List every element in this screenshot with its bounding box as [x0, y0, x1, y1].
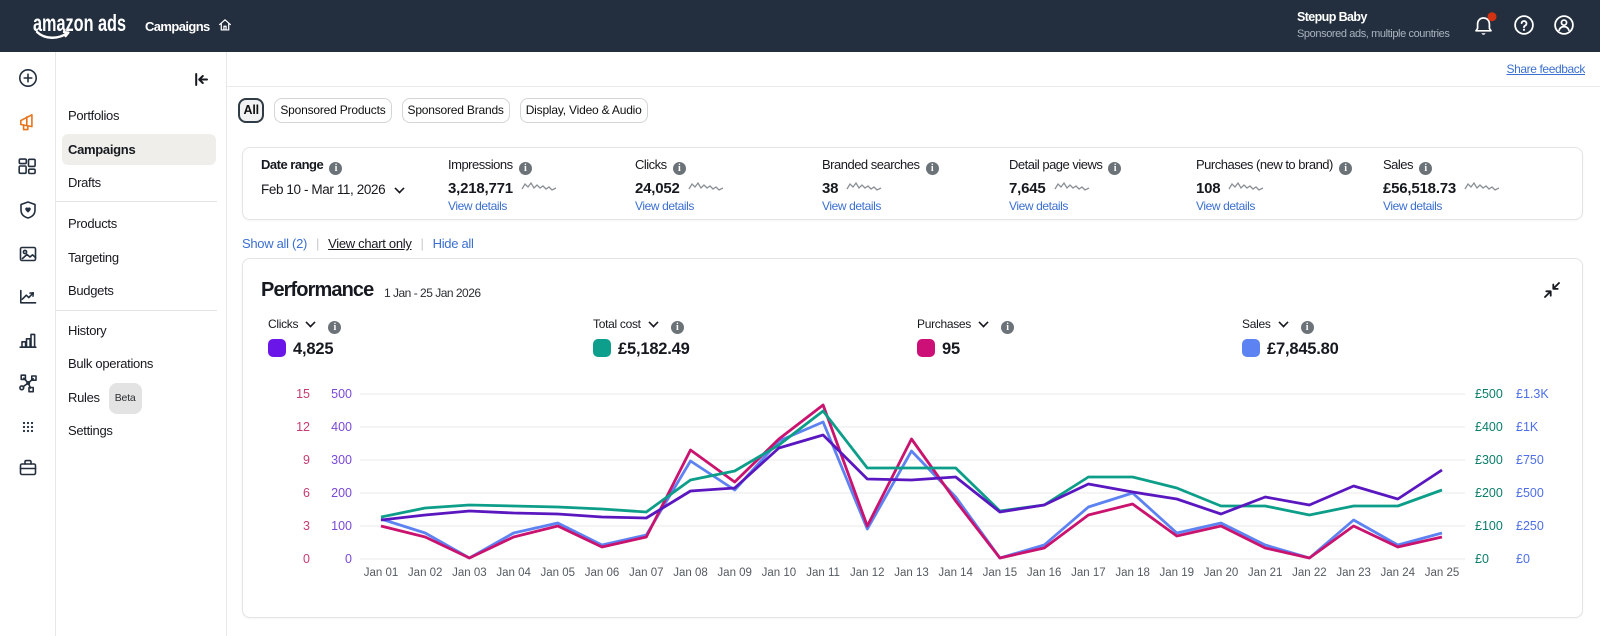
svg-text:Jan 21: Jan 21 [1248, 567, 1283, 579]
svg-text:£500: £500 [1475, 387, 1503, 401]
svg-text:Jan 03: Jan 03 [452, 567, 487, 579]
svg-text:Jan 07: Jan 07 [629, 567, 664, 579]
svg-text:Jan 06: Jan 06 [585, 567, 620, 579]
svg-text:Jan 13: Jan 13 [894, 567, 929, 579]
svg-text:£0: £0 [1516, 552, 1530, 566]
svg-text:Jan 02: Jan 02 [408, 567, 443, 579]
svg-text:Jan 04: Jan 04 [496, 567, 531, 579]
svg-text:Jan 16: Jan 16 [1027, 567, 1062, 579]
svg-text:6: 6 [303, 486, 310, 500]
svg-text:Jan 19: Jan 19 [1160, 567, 1195, 579]
svg-text:£100: £100 [1475, 519, 1503, 533]
svg-text:£200: £200 [1475, 486, 1503, 500]
svg-text:Jan 23: Jan 23 [1336, 567, 1371, 579]
svg-text:Jan 09: Jan 09 [717, 567, 752, 579]
svg-text:100: 100 [331, 519, 352, 533]
svg-text:Jan 17: Jan 17 [1071, 567, 1106, 579]
svg-text:£500: £500 [1516, 486, 1544, 500]
svg-text:Jan 05: Jan 05 [541, 567, 576, 579]
svg-text:£300: £300 [1475, 453, 1503, 467]
svg-text:£400: £400 [1475, 420, 1503, 434]
svg-text:Jan 18: Jan 18 [1115, 567, 1150, 579]
svg-text:0: 0 [303, 552, 310, 566]
svg-text:Jan 22: Jan 22 [1292, 567, 1327, 579]
svg-text:500: 500 [331, 387, 352, 401]
svg-text:Jan 20: Jan 20 [1204, 567, 1239, 579]
svg-text:300: 300 [331, 453, 352, 467]
svg-text:0: 0 [345, 552, 352, 566]
svg-text:12: 12 [296, 420, 310, 434]
svg-text:15: 15 [296, 387, 310, 401]
svg-text:9: 9 [303, 453, 310, 467]
svg-text:Jan 01: Jan 01 [364, 567, 399, 579]
svg-text:Jan 15: Jan 15 [983, 567, 1018, 579]
svg-text:Jan 24: Jan 24 [1381, 567, 1416, 579]
svg-text:£1K: £1K [1516, 420, 1539, 434]
svg-text:amazon ads: amazon ads [33, 10, 126, 36]
svg-text:Jan 11: Jan 11 [806, 567, 840, 579]
svg-text:Jan 10: Jan 10 [762, 567, 797, 579]
svg-text:200: 200 [331, 486, 352, 500]
svg-text:Jan 14: Jan 14 [938, 567, 973, 579]
svg-text:£1.3K: £1.3K [1516, 387, 1549, 401]
svg-text:Jan 08: Jan 08 [673, 567, 708, 579]
svg-text:Jan 12: Jan 12 [850, 567, 885, 579]
svg-text:Jan 25: Jan 25 [1425, 567, 1460, 579]
svg-text:£0: £0 [1475, 552, 1489, 566]
svg-text:£750: £750 [1516, 453, 1544, 467]
svg-text:£250: £250 [1516, 519, 1544, 533]
svg-text:3: 3 [303, 519, 310, 533]
svg-text:400: 400 [331, 420, 352, 434]
